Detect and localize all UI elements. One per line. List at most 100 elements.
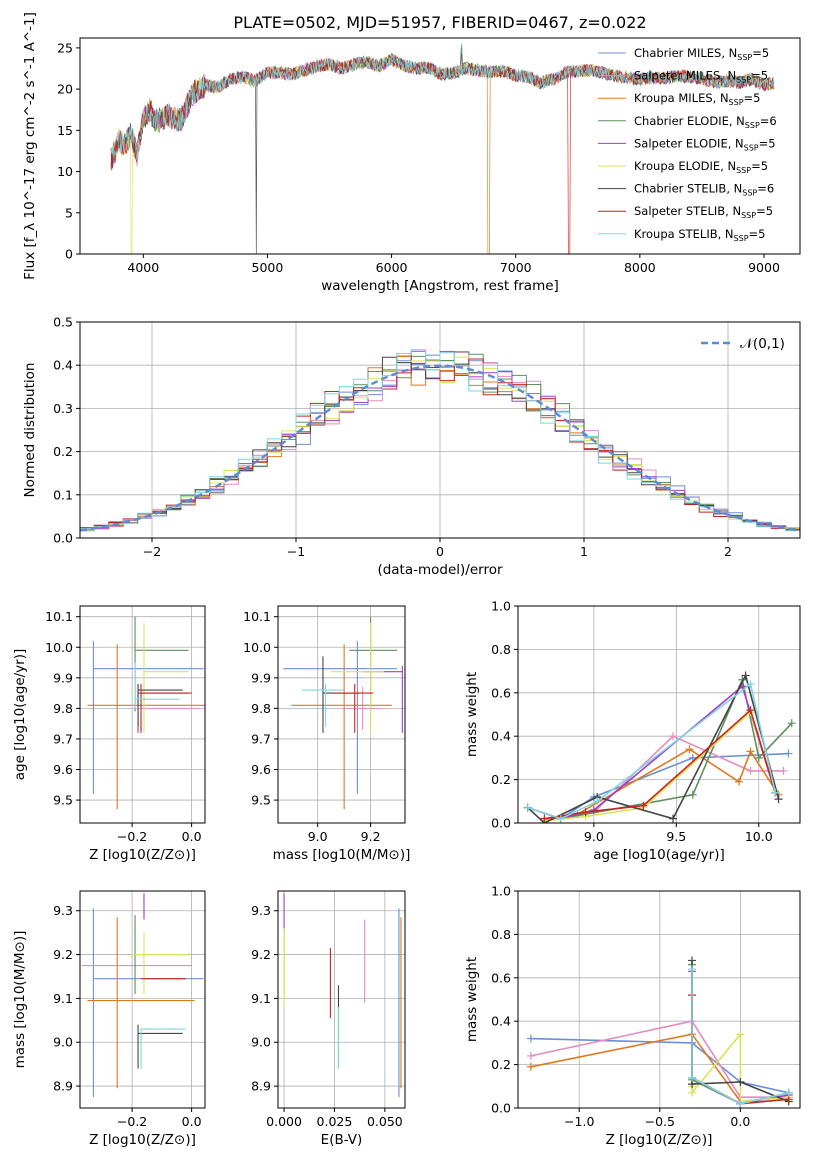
data-point-marker — [736, 1099, 745, 1108]
plot-area-mass-vs-extinction — [283, 893, 402, 1098]
legend-entry: Kroupa STELIB, NSSP=5 — [634, 227, 765, 243]
x-tick-label: 9.0 — [308, 829, 328, 844]
y-tick-label: 20 — [57, 82, 73, 97]
x-tick-label: 2 — [724, 544, 732, 559]
legend-entry: Chabrier STELIB, NSSP=6 — [634, 182, 774, 198]
x-tick-label: 0.050 — [367, 1114, 403, 1129]
x-tick-label: 0.025 — [317, 1114, 353, 1129]
data-point-marker — [593, 797, 602, 806]
y-tick-label: 0.6 — [491, 685, 511, 700]
y-tick-label: 10.1 — [45, 609, 73, 624]
plot-area-mass-weight-vs-age — [523, 671, 796, 823]
data-point-marker — [754, 753, 763, 762]
histogram-legend: 𝒩(0,1) — [701, 336, 785, 352]
data-point-marker — [523, 803, 532, 812]
y-tick-label: 10.0 — [243, 640, 271, 655]
axes-mass-vs-extinction: 0.000 0.025 0.050 8.9 9.0 9.1 9.2 9.3 E(B-V) — [251, 890, 406, 1148]
data-point-marker — [771, 788, 780, 797]
data-point-marker — [779, 766, 788, 775]
y-axis-label: age [log10(age/yr)] — [12, 649, 28, 781]
data-point-marker — [688, 965, 697, 974]
x-tick-label: 0.0 — [182, 1114, 202, 1129]
x-tick-label: 7000 — [500, 260, 532, 275]
weight-series-7 — [544, 708, 777, 820]
y-tick-label: 9.5 — [53, 793, 73, 808]
plot-area-residual-histogram — [80, 349, 800, 532]
y-tick-label: 9.8 — [53, 701, 73, 716]
plot-area-age-vs-metallicity — [87, 616, 205, 810]
plot-area-mass-vs-metallicity — [81, 893, 204, 1098]
weight-series-1 — [530, 1020, 789, 1098]
y-tick-label: 9.6 — [53, 762, 73, 777]
legend-entry: Salpeter ELODIE, NSSP=5 — [634, 136, 776, 152]
x-axis-label: Z [log10(Z/Z⊙)] — [89, 1132, 196, 1148]
legend-entry: Salpeter STELIB, NSSP=5 — [634, 204, 773, 220]
legend-entry: Chabrier ELODIE, NSSP=6 — [634, 114, 777, 130]
weight-series-6 — [527, 673, 780, 823]
x-tick-label: 1 — [580, 544, 588, 559]
y-axis-label: Flux [f_λ 10^-17 erg cm^-2 s^-1 A^-1] — [22, 12, 38, 280]
axes-frame — [277, 605, 406, 824]
x-tick-label: 4000 — [127, 260, 159, 275]
y-tick-label: 8.9 — [251, 1079, 271, 1094]
data-point-marker — [589, 805, 598, 814]
x-tick-label: 9.5 — [666, 829, 686, 844]
spectrum-line-8 — [110, 54, 775, 161]
y-axis-label: mass [log10(M/M⊙)] — [12, 931, 28, 1069]
data-point-marker — [741, 671, 750, 680]
data-point-marker — [746, 706, 755, 715]
axes-frame — [277, 890, 406, 1109]
y-axis-label: Normed distribution — [22, 363, 38, 498]
plot-area-mass-weight-vs-metallicity — [526, 956, 793, 1108]
x-tick-label: 6000 — [376, 260, 408, 275]
axes-residual-histogram: −2 −1 0 1 2 0.0 0.1 0.2 0.3 0.4 0.5 (data-model)/er… — [22, 315, 801, 578]
y-tick-label: 0.8 — [491, 927, 511, 942]
x-axis-label: wavelength [Angstrom, rest frame] — [321, 278, 559, 294]
axes-mass-vs-metallicity: −0.2 0.0 8.9 9.0 9.1 9.2 9.3 Z [log10(Z/Z⊙)] mas… — [12, 890, 206, 1148]
axes-age-vs-metallicity: −0.2 0.0 9.5 9.6 9.7 9.8 9.9 10.0 10.1 Z [log10(Z… — [12, 605, 206, 863]
y-tick-label: 10.1 — [243, 609, 271, 624]
x-tick-label: 0 — [436, 544, 444, 559]
x-axis-label: (data-model)/error — [377, 562, 503, 578]
data-point-marker — [526, 1051, 535, 1060]
axes-mass-weight-vs-metallicity: −1.0 −0.5 0.0 0.0 0.2 0.4 0.6 0.8 1.0 Z [log10(Z/… — [464, 884, 801, 1148]
data-point-marker — [688, 956, 697, 965]
data-point-marker — [736, 1077, 745, 1086]
y-tick-label: 9.7 — [251, 731, 271, 746]
x-tick-label: 0.0 — [730, 1114, 750, 1129]
weight-series-8 — [691, 969, 789, 1105]
data-point-marker — [669, 732, 678, 741]
x-tick-label: −1 — [287, 544, 305, 559]
y-tick-label: 9.0 — [251, 1035, 271, 1050]
data-point-marker — [784, 749, 793, 758]
x-tick-label: 9.2 — [361, 829, 381, 844]
data-point-marker — [556, 814, 565, 823]
data-point-marker — [526, 1034, 535, 1043]
legend-entry: Salpeter MILES, NSSP=5 — [634, 69, 768, 85]
x-tick-label: −0.5 — [645, 1114, 675, 1129]
legend-entry: Kroupa MILES, NSSP=5 — [634, 91, 760, 107]
data-point-marker — [526, 1062, 535, 1071]
y-tick-label: 1.0 — [491, 884, 511, 899]
y-tick-label: 0 — [65, 247, 73, 262]
x-tick-label: 8000 — [624, 260, 656, 275]
y-tick-label: 9.5 — [251, 793, 271, 808]
y-tick-label: 0.5 — [53, 315, 73, 330]
spectrum-legend: Chabrier MILES, NSSP=5 Salpeter MILES, NS… — [598, 46, 777, 243]
y-tick-label: 0.0 — [491, 1101, 511, 1116]
data-point-marker — [581, 808, 590, 817]
y-tick-label: 15 — [57, 123, 73, 138]
y-tick-label: 9.2 — [251, 947, 271, 962]
data-point-marker — [734, 777, 743, 786]
y-tick-label: 0.2 — [53, 444, 73, 459]
x-axis-label: Z [log10(Z/Z⊙)] — [606, 1132, 713, 1148]
x-tick-label: 0.000 — [266, 1114, 302, 1129]
y-tick-label: 0.0 — [53, 531, 73, 546]
x-tick-label: 9.0 — [584, 829, 604, 844]
axes-frame — [517, 890, 801, 1109]
weight-series-0 — [527, 752, 789, 820]
legend-entry: Kroupa ELODIE, NSSP=5 — [634, 159, 768, 175]
data-point-marker — [746, 747, 755, 756]
y-tick-label: 0.2 — [491, 1057, 511, 1072]
